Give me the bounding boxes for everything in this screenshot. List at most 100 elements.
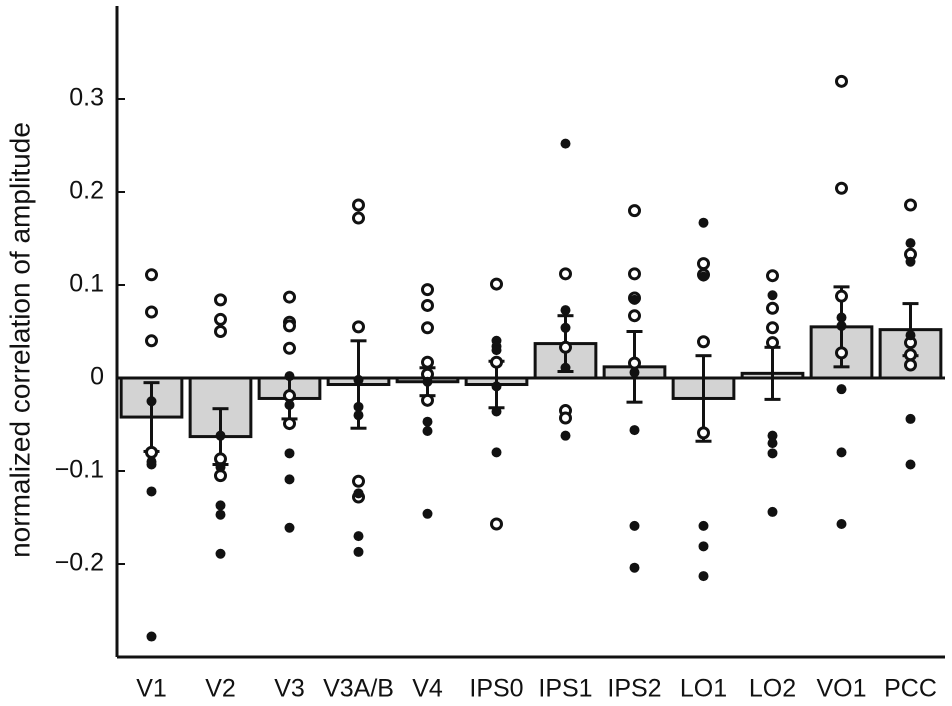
open-point (628, 204, 641, 218)
y-tick-label: 0.2 (69, 177, 104, 205)
filled-point (836, 320, 847, 331)
filled-point (422, 426, 433, 437)
filled-point (629, 367, 640, 378)
filled-point (215, 509, 226, 520)
open-point (628, 309, 641, 323)
open-point (145, 305, 158, 319)
x-tick-label: IPS1 (538, 675, 592, 703)
filled-point (629, 425, 640, 436)
filled-point (491, 447, 502, 458)
x-tick-label: PCC (884, 675, 937, 703)
filled-point (215, 430, 226, 441)
open-point (835, 74, 848, 88)
filled-point (422, 376, 433, 387)
filled-point (836, 519, 847, 530)
filled-point (560, 138, 571, 149)
y-tick-label: 0.1 (69, 270, 104, 298)
open-point (421, 283, 434, 297)
filled-point (560, 430, 571, 441)
x-tick-label: V1 (136, 675, 167, 703)
filled-point (353, 488, 364, 499)
open-point (835, 346, 848, 360)
open-point (283, 290, 296, 304)
open-point (904, 198, 917, 212)
open-point (766, 336, 779, 350)
open-point (490, 277, 503, 291)
open-point (766, 301, 779, 315)
open-point (835, 289, 848, 303)
x-tick-label: V3 (274, 675, 305, 703)
filled-point (560, 322, 571, 333)
filled-point (767, 448, 778, 459)
open-point (283, 389, 296, 403)
open-point (214, 293, 227, 307)
y-tick-label: −0.1 (55, 456, 104, 484)
x-tick-label: V4 (412, 675, 443, 703)
open-point (559, 340, 572, 354)
open-point (283, 417, 296, 431)
open-point (559, 411, 572, 425)
open-point (697, 257, 710, 271)
filled-point (284, 474, 295, 485)
x-tick-label: IPS2 (607, 675, 661, 703)
open-point (628, 267, 641, 281)
open-point (283, 319, 296, 333)
filled-point (767, 430, 778, 441)
x-tick-label: VO1 (816, 675, 866, 703)
open-point (352, 474, 365, 488)
open-point (490, 517, 503, 531)
open-point (904, 358, 917, 372)
open-point (490, 355, 503, 369)
filled-point (284, 399, 295, 410)
filled-point (698, 271, 709, 282)
filled-point (905, 413, 916, 424)
filled-point (767, 290, 778, 301)
filled-point (560, 362, 571, 373)
x-tick-label: IPS0 (469, 675, 523, 703)
y-tick-label: 0.3 (69, 84, 104, 112)
filled-point (698, 571, 709, 582)
open-point (283, 341, 296, 355)
open-point (352, 198, 365, 212)
open-point (421, 355, 434, 369)
filled-point (698, 520, 709, 531)
filled-point (905, 256, 916, 267)
open-point (145, 445, 158, 459)
filled-point (215, 500, 226, 511)
open-point (421, 321, 434, 335)
filled-point (284, 371, 295, 382)
filled-point (284, 448, 295, 459)
filled-point (698, 217, 709, 228)
open-point (145, 334, 158, 348)
filled-point (353, 531, 364, 542)
open-point (352, 211, 365, 225)
filled-point (491, 406, 502, 417)
filled-point (353, 546, 364, 557)
filled-point (905, 238, 916, 249)
filled-point (422, 416, 433, 427)
filled-point (905, 459, 916, 470)
filled-point (491, 381, 502, 392)
open-point (559, 267, 572, 281)
filled-point (767, 506, 778, 517)
filled-point (353, 374, 364, 385)
x-tick-label: V3A/B (323, 675, 394, 703)
filled-point (146, 486, 157, 497)
open-point (421, 298, 434, 312)
filled-point (491, 345, 502, 356)
filled-point (353, 401, 364, 412)
filled-point (629, 294, 640, 305)
open-point (904, 348, 917, 362)
filled-point (767, 438, 778, 449)
filled-point (836, 384, 847, 395)
filled-point (146, 631, 157, 642)
filled-point (353, 410, 364, 421)
y-axis-label: normalized correlation of amplitude (4, 122, 35, 558)
open-point (766, 321, 779, 335)
filled-point (560, 305, 571, 316)
x-tick-label: LO2 (749, 675, 796, 703)
filled-point (698, 541, 709, 552)
x-tick-label: V2 (205, 675, 236, 703)
open-point (697, 426, 710, 440)
